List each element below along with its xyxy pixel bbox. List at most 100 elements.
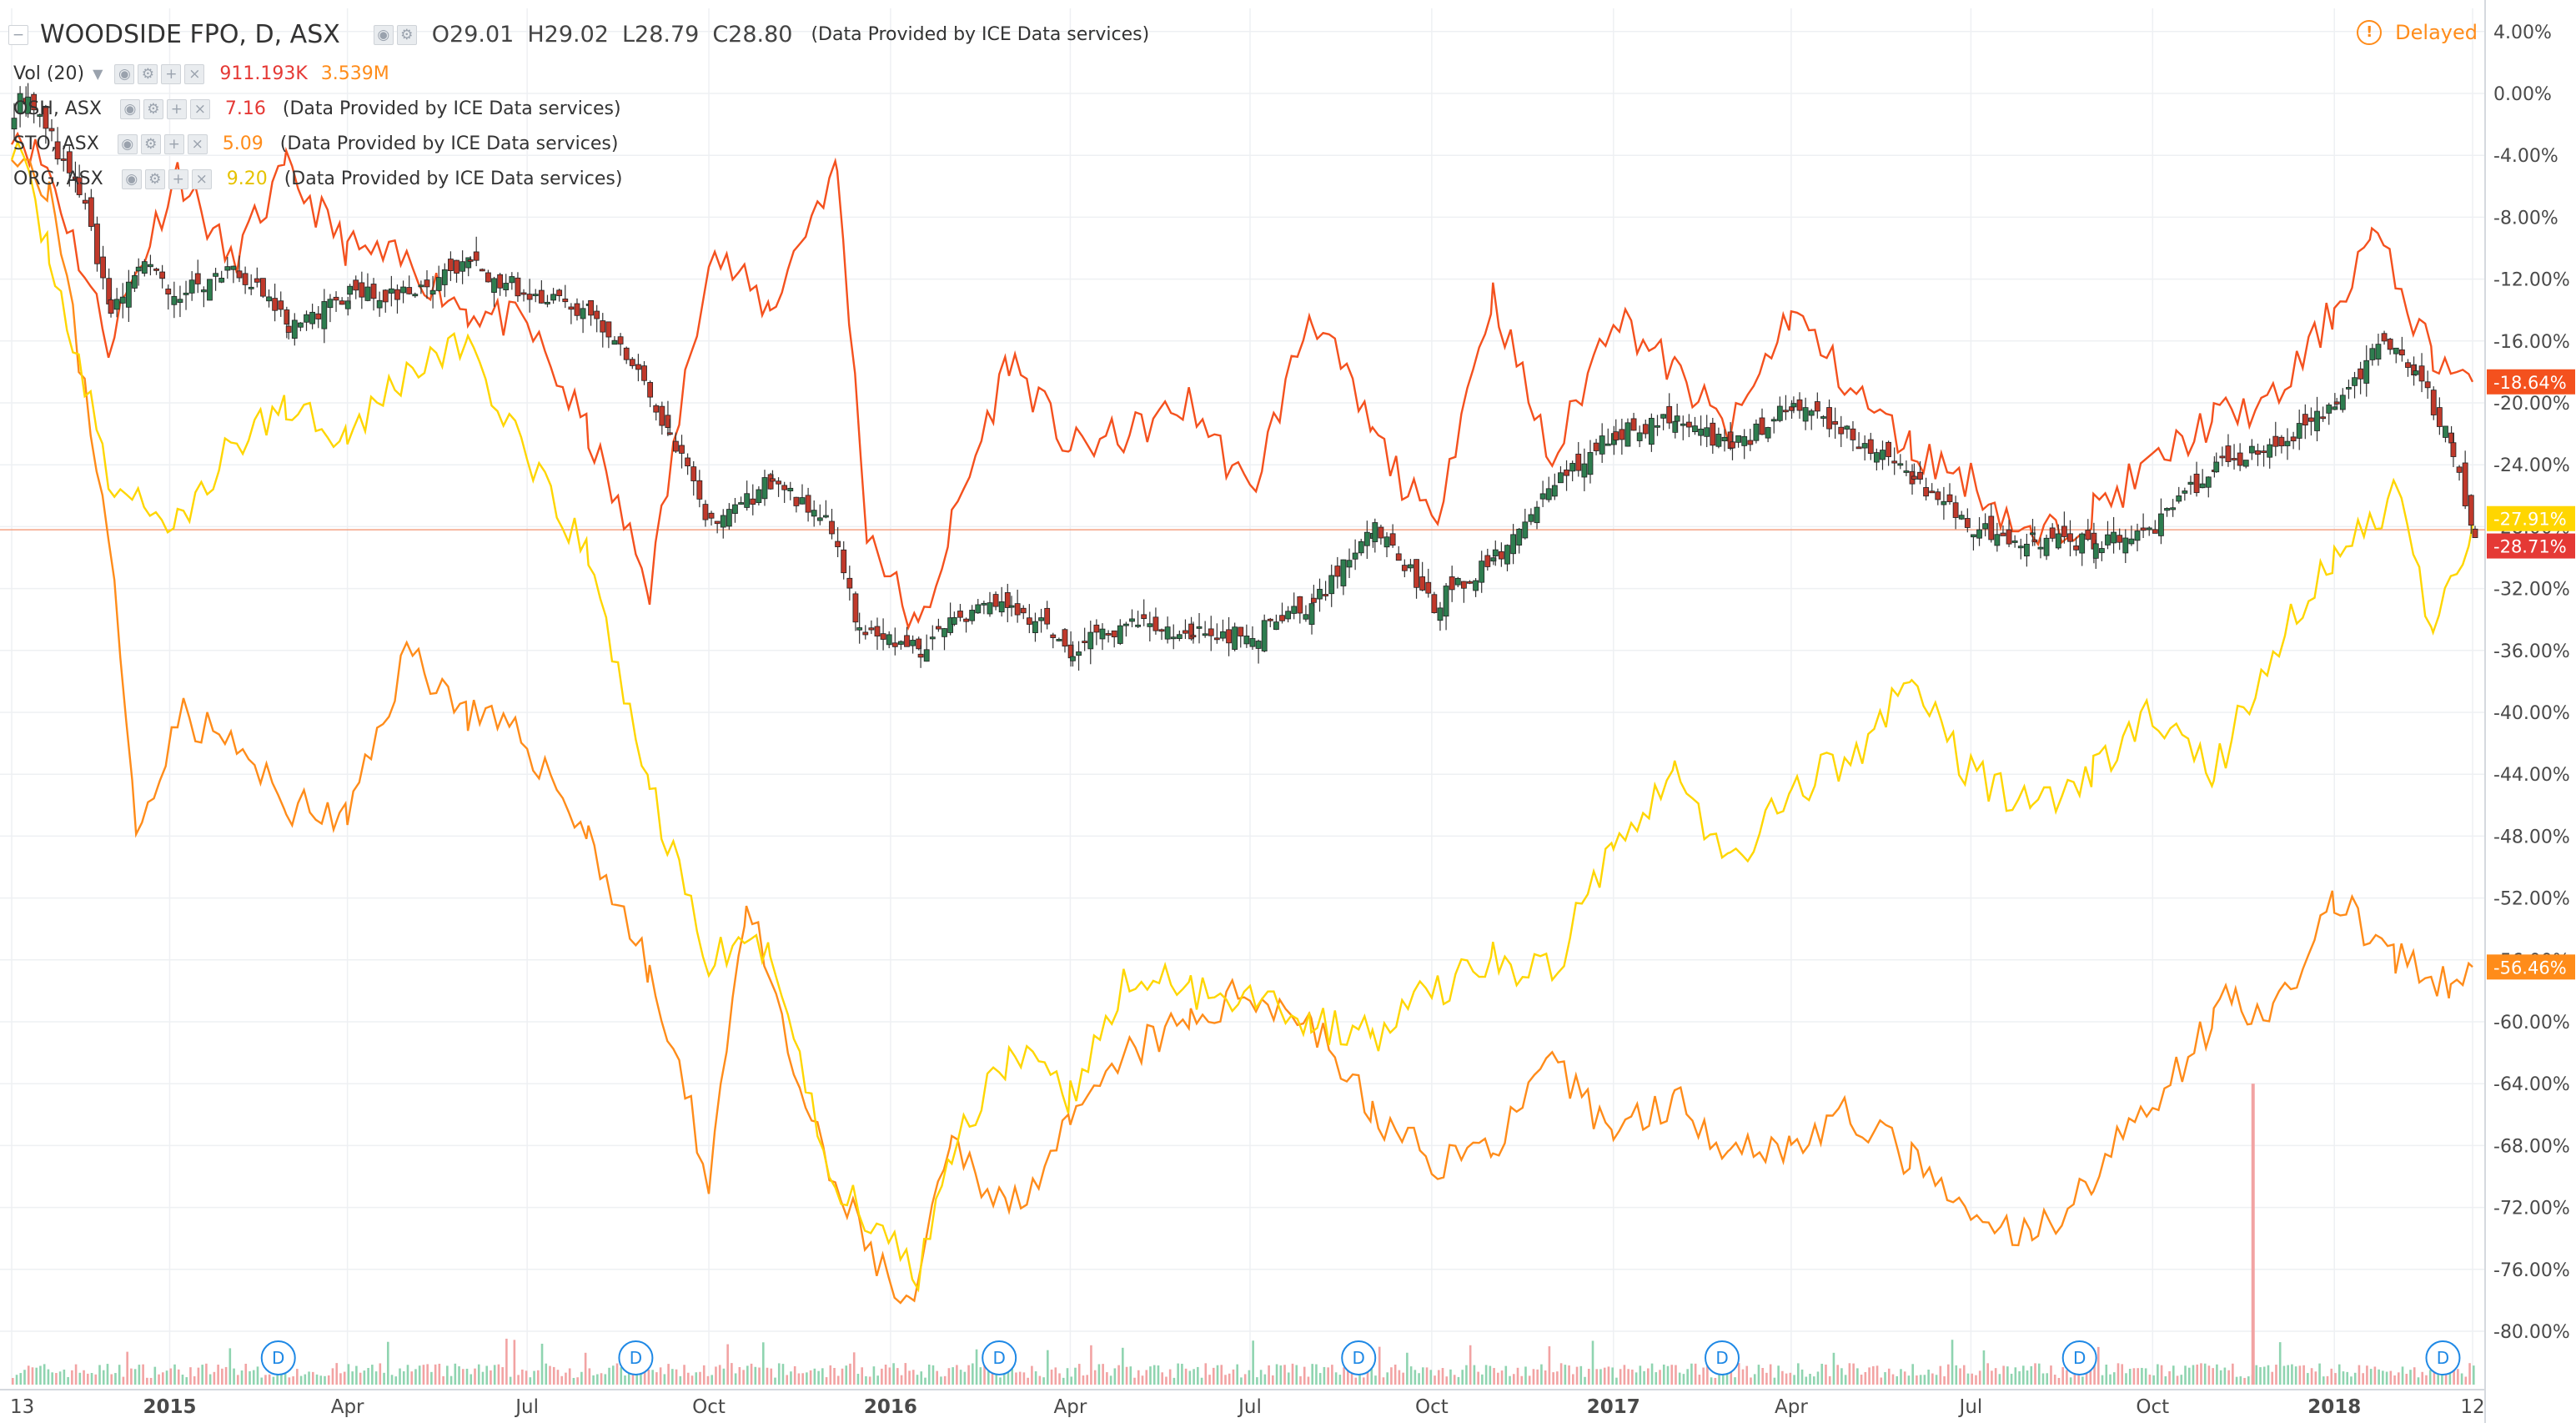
volume-bar — [1243, 1374, 1247, 1385]
volume-bar — [2192, 1365, 2195, 1385]
dividend-icon[interactable]: D — [1705, 1340, 1740, 1375]
volume-bar — [2282, 1365, 2286, 1385]
volume-bar — [347, 1364, 350, 1385]
gear-icon[interactable]: ⚙ — [138, 63, 158, 84]
candlestick — [1087, 621, 1094, 665]
candlestick — [2225, 434, 2232, 467]
volume-bar — [2160, 1365, 2163, 1385]
volume-bar — [1662, 1364, 1665, 1385]
candlestick — [1988, 504, 1995, 543]
gear-icon[interactable]: ⚙ — [396, 24, 417, 45]
volume-bar — [2334, 1373, 2337, 1385]
volume-bar — [2073, 1365, 2076, 1385]
plus-icon[interactable]: + — [161, 63, 182, 84]
volume-bar — [2287, 1365, 2289, 1385]
volume-bar — [1299, 1375, 1302, 1385]
candlestick — [2456, 465, 2463, 481]
compare-symbol[interactable]: OSH, ASX — [13, 98, 102, 119]
volume-bar — [2243, 1377, 2246, 1385]
candlestick — [2443, 425, 2448, 443]
volume-bar — [1481, 1374, 1484, 1385]
candlestick — [1558, 465, 1564, 484]
volume-bar — [908, 1370, 911, 1385]
volume-bar — [1643, 1370, 1645, 1385]
compare-value: 9.20 — [226, 168, 268, 189]
symbol-title[interactable]: WOODSIDE FPO, D, ASX — [40, 20, 340, 49]
candlestick — [1220, 619, 1226, 641]
volume-bar — [1318, 1373, 1322, 1385]
volume-bar — [2184, 1365, 2187, 1385]
dividend-icon[interactable]: D — [2061, 1340, 2097, 1375]
volume-bar — [667, 1364, 670, 1385]
volume-bar — [1272, 1375, 1274, 1385]
eye-icon[interactable]: ◉ — [117, 133, 138, 154]
volume-bar — [821, 1368, 824, 1385]
close-icon[interactable]: × — [184, 63, 205, 84]
dividend-icon[interactable]: D — [260, 1340, 296, 1375]
dividend-icon[interactable]: D — [618, 1340, 654, 1375]
volume-bar — [2101, 1375, 2104, 1385]
dividend-icon[interactable]: D — [982, 1340, 1017, 1375]
volume-bar — [2026, 1370, 2029, 1385]
volume-label[interactable]: Vol (20) — [13, 63, 85, 84]
volume-bar — [1038, 1375, 1042, 1385]
candlestick — [1176, 630, 1183, 641]
volume-bar — [1152, 1365, 1156, 1385]
volume-bar — [1986, 1363, 1989, 1385]
y-tick-label: -44.00% — [2493, 765, 2570, 786]
y-axis[interactable]: 4.00% 0.00% -4.00% -8.00% -12.00% -16.00% -20.… — [2493, 23, 2570, 1343]
chevron-down-icon[interactable]: ▼ — [93, 66, 103, 82]
gear-icon[interactable]: ⚙ — [143, 98, 163, 119]
gear-icon[interactable]: ⚙ — [144, 168, 165, 189]
plus-icon[interactable]: + — [166, 98, 187, 119]
volume-bar — [1805, 1376, 1808, 1385]
eye-icon[interactable]: ◉ — [114, 63, 135, 84]
volume-bar — [1279, 1365, 1283, 1385]
volume-bar — [233, 1368, 235, 1385]
eye-icon[interactable]: ◉ — [121, 168, 142, 189]
gear-icon[interactable]: ⚙ — [140, 133, 161, 154]
plus-icon[interactable]: + — [168, 168, 188, 189]
close-icon[interactable]: × — [187, 133, 208, 154]
close-icon[interactable]: × — [189, 98, 210, 119]
volume-bar — [2180, 1375, 2183, 1385]
eye-icon[interactable]: ◉ — [373, 24, 394, 45]
candlestick — [1408, 559, 1414, 572]
delayed-indicator[interactable]: ! Delayed — [2357, 20, 2478, 45]
volume-bar — [829, 1365, 832, 1385]
compare-symbol[interactable]: ORG, ASX — [13, 168, 103, 189]
volume-bar — [83, 1370, 85, 1385]
volume-bar — [1781, 1370, 1784, 1385]
candlestick — [2085, 519, 2091, 541]
plus-icon[interactable]: + — [163, 133, 184, 154]
candlestick — [2363, 345, 2370, 397]
volume-bar — [849, 1363, 851, 1385]
volume-bar — [956, 1365, 958, 1385]
candlestick — [862, 625, 869, 640]
volume-bar — [536, 1370, 540, 1385]
compare-symbol[interactable]: STO, ASX — [13, 133, 99, 154]
collapse-icon[interactable]: − — [8, 24, 28, 45]
volume-bar — [2310, 1368, 2313, 1385]
volume-bar — [604, 1374, 607, 1385]
candlestick — [1082, 627, 1088, 651]
x-axis[interactable]: 13 2015 Apr Jul Oct 2016 Apr Jul Oct 2017 Apr Jul Oc… — [10, 1396, 2485, 1418]
volume-bar — [1698, 1375, 1701, 1385]
volume-bar — [1991, 1370, 1993, 1385]
close-icon[interactable]: × — [191, 168, 212, 189]
volume-bar — [474, 1368, 476, 1385]
dividend-icon[interactable]: D — [1341, 1340, 1377, 1375]
dividend-icon[interactable]: D — [2425, 1340, 2461, 1375]
volume-bar — [224, 1366, 228, 1385]
volume-bar — [943, 1375, 947, 1385]
eye-icon[interactable]: ◉ — [119, 98, 140, 119]
volume-bar — [505, 1338, 508, 1385]
x-tick-label: 12 — [2460, 1396, 2484, 1418]
candlestick — [1624, 418, 1631, 447]
svg-text:-27.91%: -27.91% — [2493, 510, 2567, 530]
candlestick — [291, 313, 298, 346]
volume-bar — [1725, 1365, 1729, 1385]
volume-bar — [995, 1373, 998, 1385]
volume-bar — [1572, 1374, 1574, 1385]
